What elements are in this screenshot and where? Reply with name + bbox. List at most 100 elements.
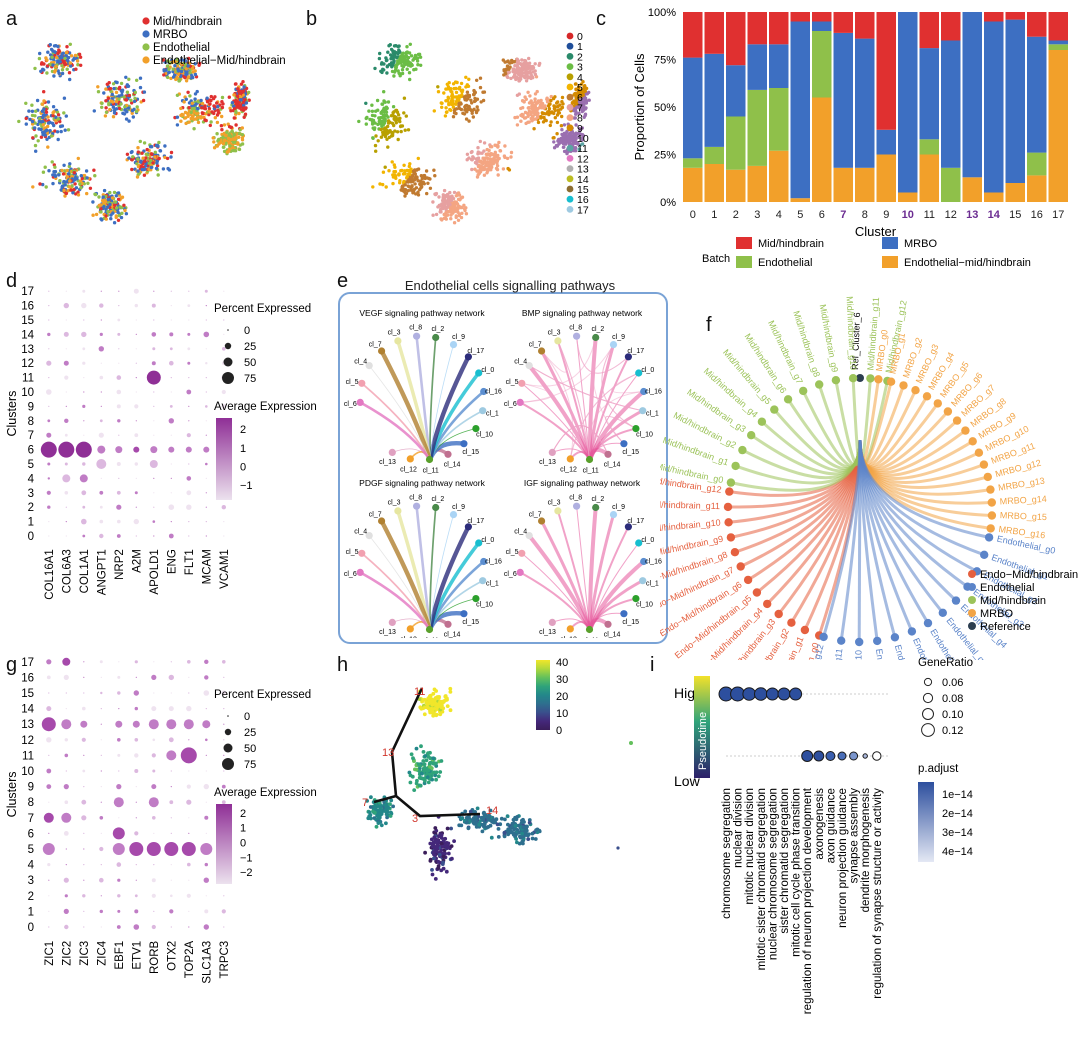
umap-point bbox=[78, 182, 82, 186]
umap-point bbox=[552, 140, 556, 144]
umap-point bbox=[561, 102, 565, 106]
network-node bbox=[525, 362, 533, 370]
umap-point bbox=[190, 74, 194, 78]
umap-point bbox=[470, 101, 474, 105]
pseudotime-point bbox=[388, 814, 393, 818]
dot bbox=[170, 879, 172, 881]
pseudotime-point bbox=[418, 705, 423, 710]
tree-node bbox=[736, 562, 745, 571]
umap-point bbox=[50, 160, 54, 164]
pseudotime-point bbox=[425, 775, 430, 779]
umap-point bbox=[434, 212, 439, 217]
umap-point bbox=[444, 110, 449, 115]
umap-point bbox=[24, 122, 28, 126]
umap-point bbox=[402, 96, 407, 100]
dot bbox=[223, 305, 225, 307]
umap-point bbox=[547, 109, 551, 114]
pseudotime-point bbox=[445, 841, 449, 845]
dot bbox=[151, 893, 156, 898]
umap-point bbox=[82, 173, 86, 178]
go-dot bbox=[789, 687, 803, 701]
pseudotime-point bbox=[373, 806, 378, 811]
umap-point bbox=[126, 106, 131, 110]
umap-point bbox=[576, 142, 580, 146]
color-legend-title: Average Expression bbox=[214, 787, 317, 799]
network-edge bbox=[527, 364, 592, 461]
dot bbox=[205, 770, 207, 772]
umap-point bbox=[440, 105, 444, 110]
go-dot bbox=[801, 750, 814, 762]
pseudotime-point bbox=[435, 702, 440, 707]
umap-point bbox=[405, 58, 410, 62]
dot bbox=[188, 676, 190, 678]
bar-segment bbox=[941, 40, 961, 168]
network-node bbox=[639, 577, 647, 585]
umap-point bbox=[386, 124, 390, 129]
umap-point bbox=[513, 63, 517, 68]
y-tick-label: 13 bbox=[21, 719, 34, 731]
umap-point bbox=[138, 139, 142, 144]
network-edge bbox=[588, 391, 644, 460]
dot bbox=[153, 405, 155, 407]
legend-swatch bbox=[968, 596, 976, 604]
bar-segment bbox=[769, 12, 789, 45]
umap-point bbox=[209, 94, 213, 99]
dot bbox=[205, 535, 207, 537]
dot bbox=[135, 864, 137, 866]
tree-node bbox=[952, 416, 962, 425]
umap-point bbox=[54, 119, 58, 123]
umap-point bbox=[51, 63, 55, 67]
umap-point bbox=[530, 104, 534, 108]
umap-point bbox=[34, 149, 38, 153]
dot bbox=[204, 909, 209, 914]
umap-point bbox=[242, 85, 246, 89]
umap-point bbox=[180, 58, 184, 62]
pseudotime-point bbox=[422, 705, 427, 710]
umap-point bbox=[234, 102, 239, 106]
bar-segment bbox=[747, 89, 767, 166]
legend-label: Endothelial bbox=[758, 257, 812, 269]
umap-point bbox=[394, 119, 398, 123]
x-tick-label: ETV1 bbox=[131, 941, 143, 970]
tree-node bbox=[986, 485, 995, 494]
umap-point bbox=[420, 176, 424, 181]
dot bbox=[83, 832, 85, 834]
umap-point bbox=[154, 143, 159, 148]
size-legend-label: 50 bbox=[244, 743, 256, 755]
pseudotime-point bbox=[373, 803, 377, 808]
umap-point bbox=[406, 128, 411, 132]
network-node bbox=[449, 341, 458, 349]
umap-point bbox=[174, 77, 178, 82]
umap-point bbox=[539, 115, 543, 119]
dot bbox=[79, 474, 88, 483]
umap-point bbox=[237, 131, 242, 136]
dot bbox=[170, 770, 172, 772]
umap-point bbox=[503, 155, 507, 160]
bar-segment bbox=[704, 146, 724, 164]
network-node bbox=[413, 332, 421, 340]
pseudotime-point bbox=[616, 846, 620, 850]
network-node bbox=[592, 503, 600, 512]
tree-leaf-label: MRBO_g13 bbox=[997, 476, 1045, 493]
pseudotime-point bbox=[428, 750, 432, 755]
network-node-label: cl_2 bbox=[431, 496, 444, 503]
legend-label: 8 bbox=[577, 113, 583, 125]
network-edge bbox=[429, 514, 454, 631]
umap-point bbox=[187, 120, 191, 124]
pseudotime-point bbox=[407, 770, 412, 775]
tree-node bbox=[726, 478, 736, 487]
umap-point bbox=[577, 131, 582, 136]
dot bbox=[205, 305, 207, 307]
umap-point bbox=[379, 120, 383, 124]
umap-point bbox=[112, 190, 117, 195]
network-node-label: cl_1 bbox=[646, 581, 659, 588]
umap-point bbox=[41, 170, 46, 174]
umap-point bbox=[557, 142, 561, 146]
dot bbox=[170, 290, 172, 292]
umap-point bbox=[400, 68, 405, 72]
pseudotime-point bbox=[428, 700, 433, 705]
umap-point bbox=[207, 107, 212, 111]
dot bbox=[170, 434, 172, 436]
umap-point bbox=[400, 168, 404, 173]
umap-point bbox=[39, 120, 43, 124]
